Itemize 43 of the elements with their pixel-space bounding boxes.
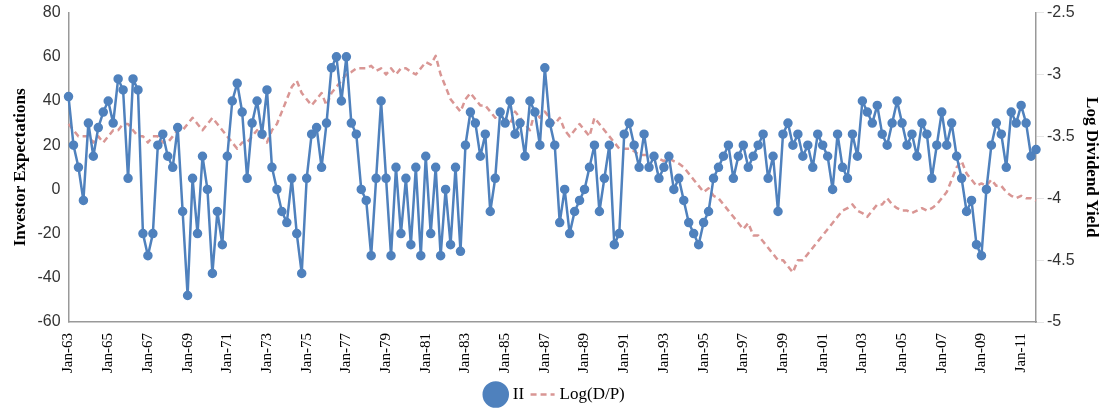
x-tick-label: Jan-09 [972,333,989,374]
y2-tick-label: -3 [1047,64,1062,82]
x-tick-label: Jan-87 [535,332,552,374]
x-tick-label: Jan-07 [932,332,949,374]
y2-tick-label: -2.5 [1047,3,1075,21]
x-tick-label: Jan-71 [218,333,235,374]
y2-axis-title: Log Dividend Yield [1083,97,1103,239]
x-tick-label: Jan-95 [694,333,711,374]
y-tick-label: -40 [37,268,61,286]
y-tick-label: -60 [37,312,61,330]
x-tick-label: Jan-93 [654,333,671,374]
x-tick-label: Jan-99 [773,333,790,374]
x-tick-label: Jan-63 [59,333,76,374]
x-tick-label: Jan-69 [178,333,195,374]
x-tick-label: Jan-89 [575,333,592,374]
y-tick-label: 80 [42,3,61,21]
legend-label: Log(D/P) [559,383,625,403]
x-tick-label: Jan-03 [853,333,870,374]
y-tick-label: 40 [42,91,61,109]
x-tick-label: Jan-11 [1012,333,1029,373]
x-tick-label: Jan-65 [99,333,116,374]
legend-label: II [512,383,525,403]
y2-tick-label: -5 [1047,312,1062,330]
x-tick-label: Jan-05 [893,333,910,374]
x-tick-label: Jan-73 [257,333,274,374]
x-tick-label: Jan-91 [615,333,632,374]
x-tick-label: Jan-81 [416,333,433,374]
x-tick-label: Jan-67 [138,332,155,374]
x-tick-label: Jan-75 [297,333,314,374]
y-tick-label: -20 [37,224,61,242]
y2-tick-label: -4 [1047,188,1062,206]
y2-tick-label: -3.5 [1047,126,1075,144]
y-axis-title: Investor Expectations [9,87,29,247]
x-tick-label: Jan-85 [496,333,513,374]
x-tick-label: Jan-83 [456,333,473,374]
x-tick-label: Jan-77 [337,332,354,374]
y-tick-label: 20 [42,135,61,153]
x-tick-label: Jan-79 [377,333,393,374]
x-tick-label: Jan-97 [734,332,751,374]
y-tick-label: 0 [51,179,61,197]
x-tick-label: Jan-01 [813,333,830,374]
y-tick-label: 60 [42,47,61,65]
y2-tick-label: -4.5 [1047,250,1075,268]
